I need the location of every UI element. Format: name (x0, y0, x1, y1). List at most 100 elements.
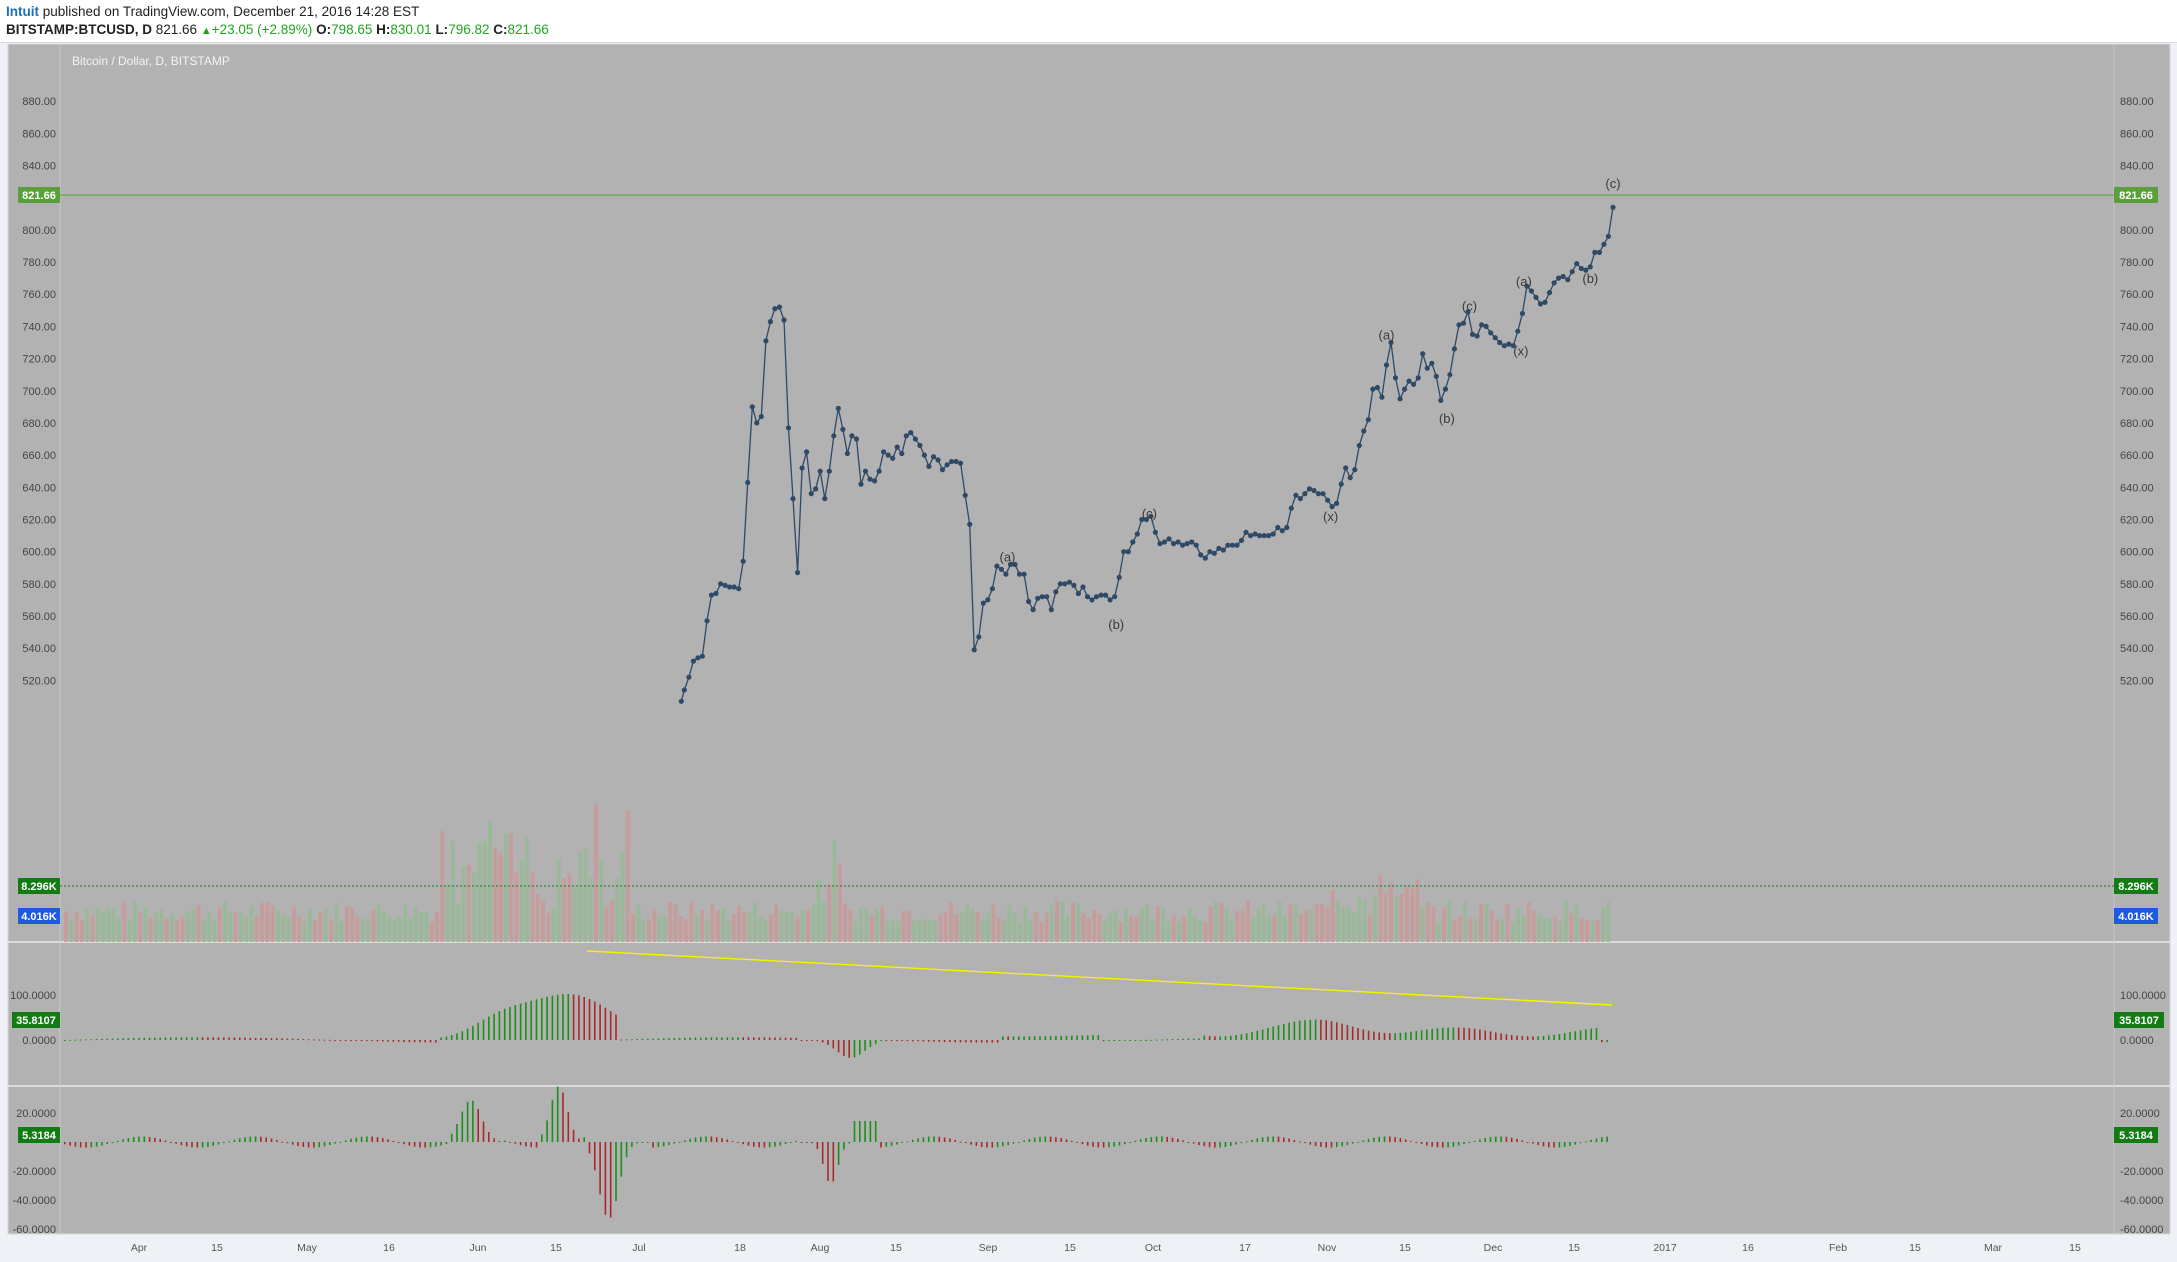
price-tick-left: 780.00 (22, 257, 56, 269)
osc2-bar (1155, 1136, 1158, 1142)
osc2-bar (912, 1139, 914, 1142)
price-point (980, 600, 986, 606)
price-point (953, 458, 959, 465)
osc2-bar (816, 1142, 819, 1149)
osc1-bar (313, 1039, 315, 1041)
osc2-bar (1415, 1142, 1418, 1143)
published-text: published on TradingView.com, December 2… (42, 4, 420, 19)
osc2-bar (715, 1137, 718, 1142)
osc1-bar (514, 1005, 517, 1040)
osc1-bar (260, 1038, 262, 1040)
chart-title: Bitcoin / Dollar, D, BITSTAMP (72, 54, 230, 68)
volume-bar (90, 915, 95, 942)
osc2-bar (297, 1142, 299, 1146)
price-point (785, 425, 792, 431)
price-point (781, 317, 787, 323)
osc1-bar (684, 1037, 686, 1040)
volume-bar (111, 909, 116, 942)
price-tick-left: 520.00 (22, 675, 56, 687)
price-point (1420, 351, 1426, 357)
osc2-bar (1224, 1142, 1227, 1147)
osc1-bar (811, 1040, 813, 1041)
osc2-bar (1203, 1142, 1206, 1147)
price-point (1039, 594, 1045, 600)
svg-text:35.8107: 35.8107 (16, 1015, 56, 1027)
volume-bar (938, 915, 943, 942)
osc2-bar (148, 1136, 151, 1142)
volume-bar (1134, 916, 1139, 942)
price-point (917, 442, 923, 449)
svg-text:8.296K: 8.296K (21, 881, 57, 893)
osc1-bar (631, 1039, 633, 1041)
author-link[interactable]: Intuit (6, 4, 39, 19)
osc1-bar (1463, 1027, 1465, 1040)
osc2-tick-left: -40.0000 (13, 1195, 56, 1207)
volume-bar (1484, 904, 1489, 942)
price-point (831, 433, 837, 439)
volume-bar (1495, 919, 1499, 942)
time-tick: 15 (1568, 1242, 1580, 1254)
price-point (826, 468, 832, 474)
osc2-bar (1362, 1140, 1365, 1142)
osc1-bar (1129, 1040, 1131, 1041)
volume-bar (843, 903, 848, 942)
osc2-bar (90, 1142, 93, 1148)
chart-canvas[interactable]: Bitcoin / Dollar, D, BITSTAMP 880.00 880.… (0, 43, 2177, 1262)
osc2-bar (1367, 1138, 1370, 1142)
osc1-bar (1230, 1035, 1232, 1040)
volume-bar (1256, 907, 1261, 942)
osc1-bar (329, 1039, 331, 1041)
price-point (1415, 375, 1421, 381)
symbol-label[interactable]: BITSTAMP:BTCUSD, D (6, 22, 152, 37)
osc1-bar (1452, 1027, 1455, 1040)
price-point (1465, 309, 1471, 315)
volume-bar (800, 909, 805, 942)
volume-bar (196, 905, 201, 942)
osc2-bar (254, 1136, 257, 1142)
osc1-bar (1235, 1035, 1237, 1040)
price-point (754, 420, 760, 426)
price-point (1121, 549, 1127, 555)
osc1-bar (1182, 1038, 1184, 1040)
volume-bars (64, 803, 1611, 942)
price-point (1506, 341, 1512, 347)
volume-bar (721, 908, 726, 942)
osc1-bar (1595, 1028, 1598, 1040)
volume-bar (594, 803, 598, 942)
price-point (1533, 294, 1539, 300)
osc2-bar (1357, 1142, 1359, 1143)
osc1-bar (1007, 1036, 1009, 1040)
osc1-bar (344, 1040, 347, 1041)
osc2-bar (832, 1142, 835, 1182)
price-point (930, 454, 937, 460)
volume-bar (297, 916, 302, 942)
price-point (944, 462, 950, 468)
price-point (989, 586, 996, 592)
osc2-bar (1060, 1138, 1062, 1142)
osc2-bar (498, 1140, 501, 1142)
price-point (1524, 283, 1530, 289)
volume-bar (996, 917, 1001, 942)
osc1-bar (1563, 1033, 1566, 1040)
volume-bar (1272, 915, 1277, 942)
osc2-bar (408, 1142, 411, 1146)
time-tick: Nov (1318, 1242, 1337, 1254)
osc1-bar (790, 1037, 792, 1040)
osc2-bar (890, 1142, 893, 1146)
volume-bar (567, 873, 572, 942)
price-point (1057, 581, 1063, 587)
volume-bar (525, 837, 530, 942)
osc2-bar (668, 1142, 670, 1146)
volume-bar (207, 912, 212, 942)
osc2-bar (376, 1137, 379, 1142)
volume-bar (832, 839, 837, 942)
price-point (822, 496, 828, 502)
price-point (1542, 299, 1548, 305)
volume-bar (1579, 918, 1584, 942)
time-tick: Oct (1145, 1242, 1161, 1254)
osc1-bar (445, 1036, 448, 1040)
volume-bar (636, 904, 641, 942)
price-point (1551, 280, 1557, 286)
volume-bar (816, 879, 821, 942)
osc1-bar (556, 994, 559, 1040)
